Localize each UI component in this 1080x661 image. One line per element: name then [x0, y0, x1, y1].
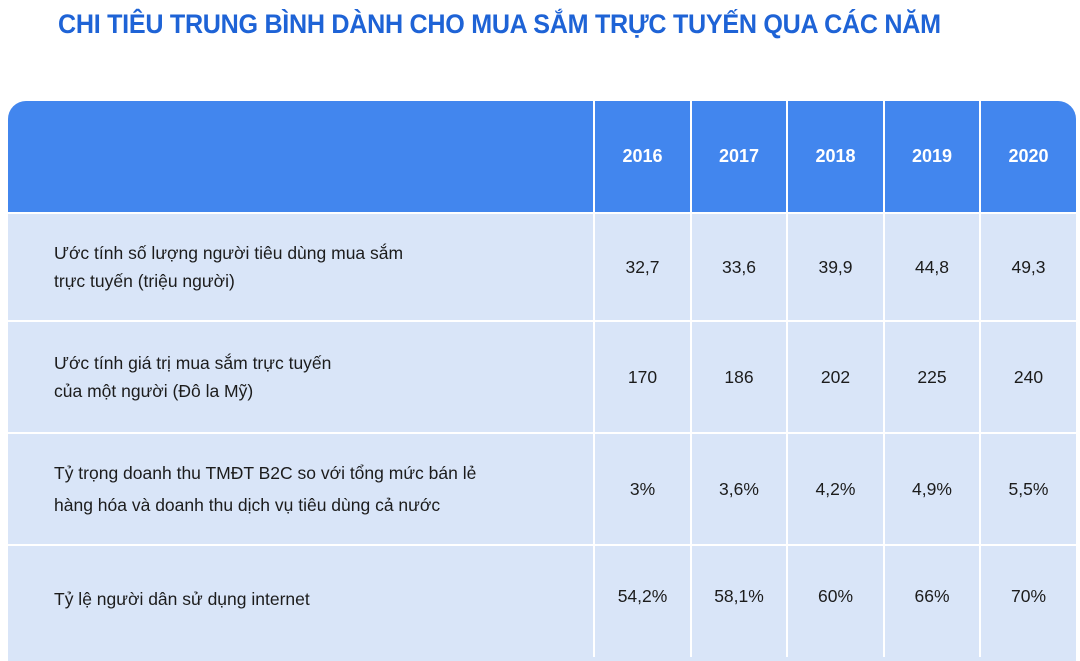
header-label-cell	[8, 101, 594, 213]
table-cell: 70%	[979, 544, 1076, 657]
table-cell: 240	[979, 320, 1076, 433]
row-label-line: hàng hóa và doanh thu dịch vụ tiêu dùng …	[54, 495, 441, 515]
table-row: Ước tính số lượng người tiêu dùng mua sắ…	[8, 212, 1076, 321]
row-label-line: Tỷ trọng doanh thu TMĐT B2C so với tổng …	[54, 463, 477, 483]
row-label-line: Ước tính số lượng người tiêu dùng mua sắ…	[54, 243, 404, 263]
table-header-row: 2016 2017 2018 2019 2020	[8, 101, 1076, 213]
spending-table: 2016 2017 2018 2019 2020 Ước tính số lượ…	[8, 101, 1076, 661]
table-cell: 3,6%	[690, 432, 787, 545]
table-row: Ước tính giá trị mua sắm trực tuyến của …	[8, 320, 1076, 433]
table-row: Tỷ trọng doanh thu TMĐT B2C so với tổng …	[8, 432, 1076, 545]
table-cell: 5,5%	[979, 432, 1076, 545]
table-cell: 44,8	[883, 212, 980, 321]
header-year-2018: 2018	[786, 101, 884, 213]
table-row: Tỷ lệ người dân sử dụng internet 54,2% 5…	[8, 544, 1076, 657]
row-label-line: Ước tính giá trị mua sắm trực tuyến	[54, 353, 332, 373]
header-year-2017: 2017	[690, 101, 787, 213]
table-cell: 54,2%	[593, 544, 691, 657]
table-cell: 60%	[786, 544, 884, 657]
table-cell: 202	[786, 320, 884, 433]
table-cell: 32,7	[593, 212, 691, 321]
header-year-2020: 2020	[979, 101, 1076, 213]
row-label: Ước tính giá trị mua sắm trực tuyến của …	[8, 320, 594, 433]
table-cell: 225	[883, 320, 980, 433]
table-cell: 66%	[883, 544, 980, 657]
table-cell: 49,3	[979, 212, 1076, 321]
row-label: Tỷ trọng doanh thu TMĐT B2C so với tổng …	[8, 432, 594, 545]
table-cell: 170	[593, 320, 691, 433]
data-table: 2016 2017 2018 2019 2020 Ước tính số lượ…	[8, 101, 1076, 657]
header-year-2016: 2016	[593, 101, 691, 213]
page-title: CHI TIÊU TRUNG BÌNH DÀNH CHO MUA SẮM TRỰ…	[58, 9, 941, 39]
row-label-line: Tỷ lệ người dân sử dụng internet	[54, 589, 310, 609]
table-cell: 4,2%	[786, 432, 884, 545]
table-cell: 58,1%	[690, 544, 787, 657]
row-label-line: của một người (Đô la Mỹ)	[54, 381, 254, 401]
table-cell: 39,9	[786, 212, 884, 321]
table-cell: 3%	[593, 432, 691, 545]
row-label: Ước tính số lượng người tiêu dùng mua sắ…	[8, 212, 594, 321]
table-cell: 4,9%	[883, 432, 980, 545]
header-year-2019: 2019	[883, 101, 980, 213]
row-label: Tỷ lệ người dân sử dụng internet	[8, 544, 594, 657]
row-label-line: trực tuyến (triệu người)	[54, 271, 235, 291]
table-cell: 186	[690, 320, 787, 433]
table-cell: 33,6	[690, 212, 787, 321]
